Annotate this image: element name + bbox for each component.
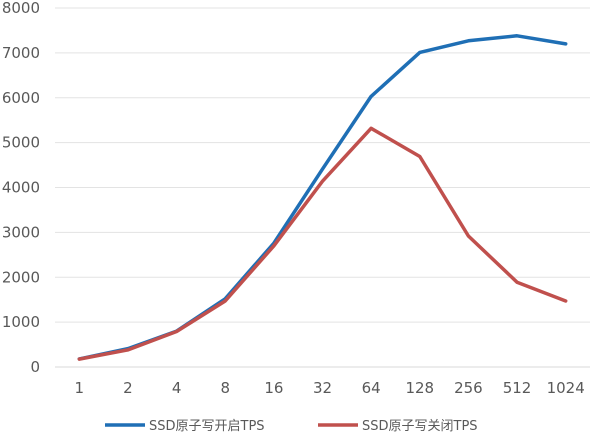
legend-label: SSD原子写关闭TPS xyxy=(362,419,478,434)
x-tick-label: 128 xyxy=(405,379,434,397)
x-axis-ticks: 1 2 4 8 16 32 64 128 256 512 1024 xyxy=(75,379,585,397)
y-tick-label: 7000 xyxy=(2,44,40,62)
gridlines xyxy=(55,7,590,368)
y-tick-label: 3000 xyxy=(2,223,40,241)
y-tick-label: 1000 xyxy=(2,313,40,331)
x-tick-label: 8 xyxy=(220,379,230,397)
x-tick-label: 16 xyxy=(264,379,283,397)
series-line-1 xyxy=(77,34,568,361)
x-tick-label: 256 xyxy=(454,379,483,397)
y-tick-label: 0 xyxy=(30,358,40,376)
x-tick-label: 1 xyxy=(75,379,85,397)
y-tick-label: 4000 xyxy=(2,179,40,197)
legend: SSD原子写开启TPS SSD原子写关闭TPS xyxy=(105,419,478,434)
series-line-2 xyxy=(77,126,568,361)
x-tick-label: 2 xyxy=(123,379,133,397)
y-tick-label: 8000 xyxy=(2,0,40,17)
y-tick-label: 6000 xyxy=(2,89,40,107)
series-lines xyxy=(77,34,568,361)
x-tick-label: 32 xyxy=(313,379,332,397)
x-tick-label: 512 xyxy=(503,379,532,397)
y-axis-ticks: 0 1000 2000 3000 4000 5000 6000 7000 8000 xyxy=(2,0,40,376)
legend-label: SSD原子写开启TPS xyxy=(149,419,265,434)
y-tick-label: 2000 xyxy=(2,268,40,286)
x-tick-label: 64 xyxy=(362,379,381,397)
y-tick-label: 5000 xyxy=(2,134,40,152)
x-tick-label: 4 xyxy=(172,379,182,397)
x-tick-label: 1024 xyxy=(547,379,585,397)
